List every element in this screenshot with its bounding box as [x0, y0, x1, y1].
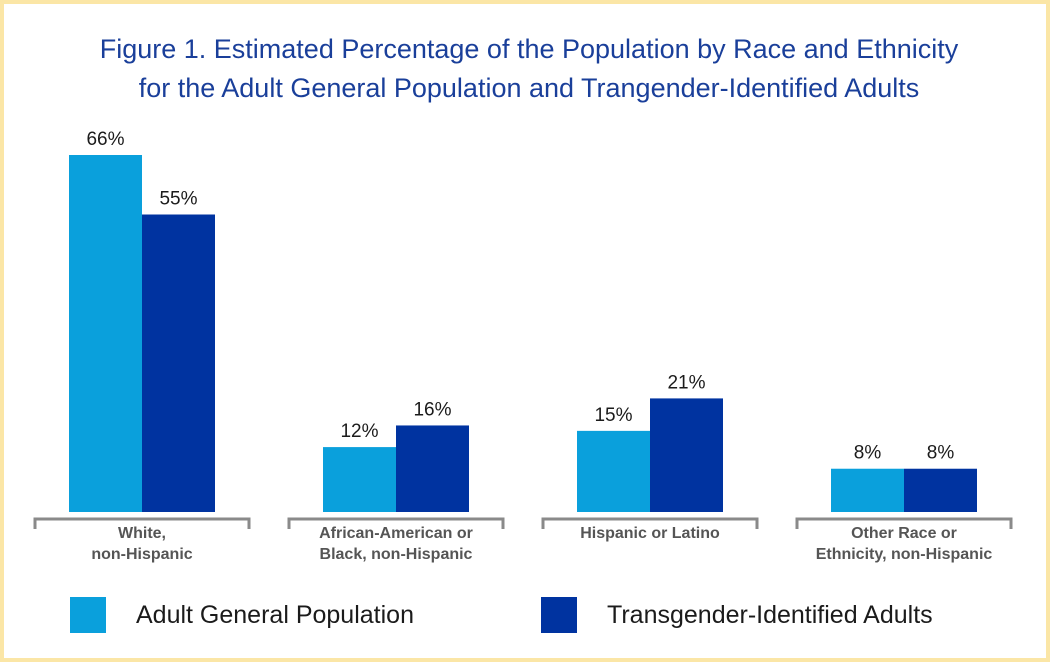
- data-label-series-1-cat-1: 66%: [86, 129, 124, 150]
- category-label-4-line-2: Ethnicity, non-Hispanic: [816, 546, 993, 563]
- legend-label-series-1: Adult General Population: [136, 600, 414, 629]
- data-label-series-2-cat-1: 55%: [159, 189, 197, 210]
- data-label-series-2-cat-4: 8%: [927, 443, 955, 464]
- chart-title-line-1: Figure 1. Estimated Percentage of the Po…: [99, 34, 959, 64]
- category-bracket-4: [795, 517, 1013, 529]
- category-label-2-line-1: African-American or: [319, 525, 473, 542]
- legend-swatch-series-2: [541, 597, 577, 633]
- category-label-2-line-2: Black, non-Hispanic: [320, 546, 473, 563]
- bar-series-2-cat-3: [650, 398, 723, 512]
- legend-label-series-2: Transgender-Identified Adults: [607, 600, 933, 629]
- bar-series-1-cat-1: [69, 155, 142, 512]
- category-label-1-line-2: non-Hispanic: [91, 546, 192, 563]
- category-bracket-1: [33, 517, 251, 529]
- legend-item-series-1: Adult General Population: [70, 596, 414, 634]
- category-bracket-3: [541, 517, 759, 529]
- bar-chart: 66% 55% White, non-Hispanic 12% 16% African-Am…: [33, 129, 1013, 563]
- data-label-series-1-cat-3: 15%: [594, 405, 632, 426]
- bar-series-2-cat-4: [904, 468, 977, 512]
- chart-title-line-2: for the Adult General Population and Tra…: [138, 73, 920, 103]
- legend: Adult General Population Transgender-Ide…: [4, 596, 1050, 636]
- bar-series-2-cat-2: [396, 425, 469, 512]
- data-label-series-1-cat-2: 12%: [340, 421, 378, 442]
- bar-series-1-cat-3: [577, 430, 650, 512]
- data-label-series-2-cat-3: 21%: [667, 372, 705, 393]
- category-label-1-line-1: White,: [118, 525, 166, 542]
- bar-series-2-cat-1: [142, 214, 215, 512]
- category-bracket-2: [287, 517, 505, 529]
- chart-title: Figure 1. Estimated Percentage of the Po…: [24, 30, 1034, 108]
- legend-item-series-2: Transgender-Identified Adults: [541, 596, 933, 634]
- category-label-4-line-1: Other Race or: [851, 525, 957, 542]
- bar-series-1-cat-4: [831, 468, 904, 512]
- data-label-series-1-cat-4: 8%: [854, 443, 882, 464]
- legend-swatch-series-1: [70, 597, 106, 633]
- data-label-series-2-cat-2: 16%: [413, 399, 451, 420]
- category-label-3-line-1: Hispanic or Latino: [580, 525, 720, 542]
- bar-series-1-cat-2: [323, 447, 396, 512]
